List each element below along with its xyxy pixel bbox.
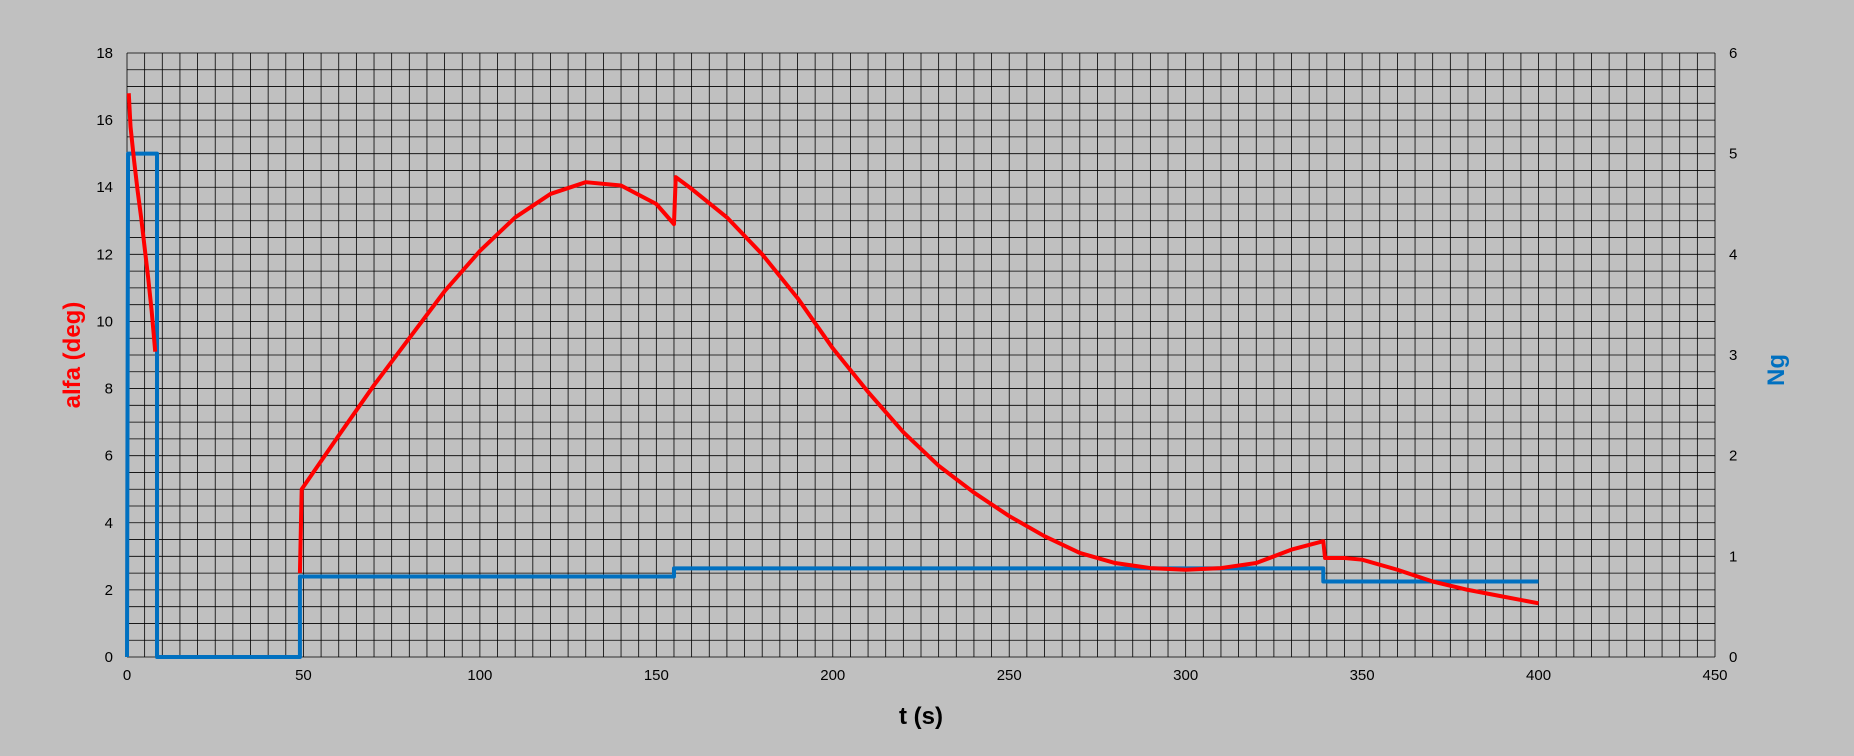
ng-series-line	[125, 151, 1539, 659]
x-tick-label: 250	[997, 667, 1022, 684]
x-tick-label: 200	[820, 667, 845, 684]
x-axis-title: t (s)	[899, 703, 943, 730]
y-left-tick-label: 14	[96, 179, 113, 196]
y-right-tick-label: 1	[1729, 548, 1737, 565]
y-right-tick-label: 0	[1729, 649, 1737, 666]
y-right-tick-label: 3	[1729, 347, 1737, 364]
x-tick-label: 300	[1173, 667, 1198, 684]
y-right-axis-title: Ng	[1763, 354, 1790, 386]
x-tick-label: 100	[467, 667, 492, 684]
x-tick-label: 450	[1702, 667, 1727, 684]
x-tick-label: 400	[1526, 667, 1551, 684]
series-layer	[125, 93, 1539, 659]
x-tick-labels: 0 50 100 150 200 250 300 350 400 450	[123, 667, 1728, 684]
y-right-tick-labels: 0 1 2 3 4 5 6	[1729, 45, 1737, 666]
y-left-tick-label: 6	[105, 448, 113, 465]
y-right-tick-label: 5	[1729, 146, 1737, 163]
y-right-tick-label: 6	[1729, 45, 1737, 62]
y-left-tick-label: 0	[105, 649, 113, 666]
x-tick-label: 150	[644, 667, 669, 684]
y-left-tick-label: 10	[96, 313, 113, 330]
y-right-tick-label: 2	[1729, 448, 1737, 465]
y-left-tick-label: 4	[105, 515, 113, 532]
y-left-tick-label: 12	[96, 246, 113, 263]
x-tick-label: 50	[295, 667, 312, 684]
y-right-tick-label: 4	[1729, 246, 1737, 263]
alfa-series-line	[297, 175, 1539, 606]
alfa-series-line	[126, 93, 158, 352]
x-tick-label: 350	[1350, 667, 1375, 684]
y-left-tick-label: 2	[105, 582, 113, 599]
y-left-tick-labels: 0 2 4 6 8 10 12 14 16 18	[96, 45, 113, 666]
x-tick-label: 0	[123, 667, 131, 684]
y-left-tick-label: 8	[105, 381, 113, 398]
y-left-tick-label: 16	[96, 112, 113, 129]
y-left-tick-label: 18	[96, 45, 113, 62]
grid	[126, 52, 1716, 658]
y-left-axis-title: alfa (deg)	[59, 302, 86, 409]
